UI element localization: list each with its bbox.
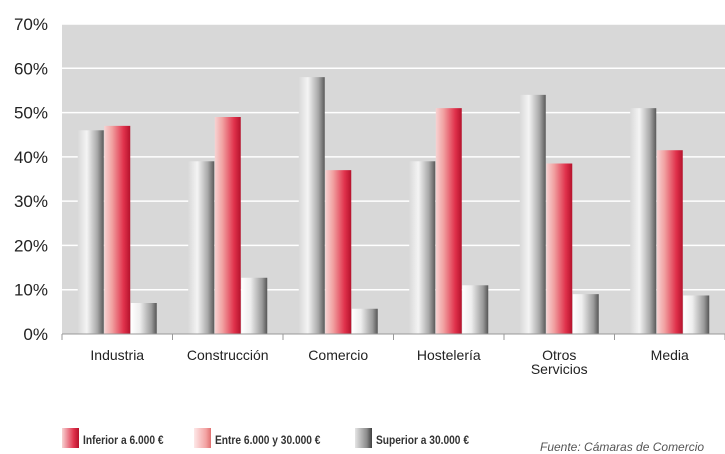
bar [325,170,352,334]
legend: Inferior a 6.000 € Entre 6.000 y 30.000 … [62,428,501,450]
source-note: Fuente: Cámaras de Comercio [540,440,705,454]
legend-item-superior: Superior a 30.000 € [354,428,485,448]
legend-swatch-pink [193,428,211,448]
x-tick-label: Comercio [308,347,368,363]
plot-area [62,24,725,334]
legend-item-entre: Entre 6.000 y 30.000 € [193,428,339,448]
bar [77,130,104,334]
y-tick-label: 10% [14,281,48,300]
bar [630,108,657,335]
bar [104,125,131,334]
x-tick-label: Otros Servicios [531,347,588,377]
bar [214,117,241,334]
bar [462,285,489,334]
legend-label: Entre 6.000 y 30.000 € [214,433,321,447]
gridlines [62,23,725,291]
y-tick-label: 30% [14,192,48,211]
legend-item-inferior: Inferior a 6.000 € [62,428,178,448]
x-tick-label: Hostelería [417,347,481,363]
bar [656,150,683,334]
legend-swatch-red [62,428,79,448]
bar [519,94,546,334]
bar [351,308,378,334]
x-tick-label: Construcción [187,347,269,363]
x-tick-label: Industria [90,347,144,363]
bar [435,108,462,335]
bar [130,303,157,334]
legend-swatch-gray [354,428,372,448]
bar [683,295,710,334]
y-tick-label: 0% [23,325,48,344]
legend-label: Superior a 30.000 € [375,433,469,447]
bars [77,77,710,335]
bar [546,163,573,334]
x-axis: Industria Construcción Comercio Hostelería O… [61,333,725,377]
y-tick-label: 40% [14,148,48,167]
y-tick-label: 60% [14,59,48,78]
bar [298,77,325,335]
y-tick-label: 70% [14,15,48,34]
bar [409,161,436,334]
bar [572,294,599,334]
y-axis: 0% 10% 20% 30% 40% 50% 60% 70% [14,15,48,344]
bar-chart: 0% 10% 20% 30% 40% 50% 60% 70% Industria Constru… [14,15,725,377]
bar [241,277,268,334]
y-tick-label: 50% [14,104,48,123]
bar [188,161,215,334]
y-tick-label: 20% [14,236,48,255]
legend-label: Inferior a 6.000 € [83,433,164,447]
x-tick-label: Media [651,347,689,363]
